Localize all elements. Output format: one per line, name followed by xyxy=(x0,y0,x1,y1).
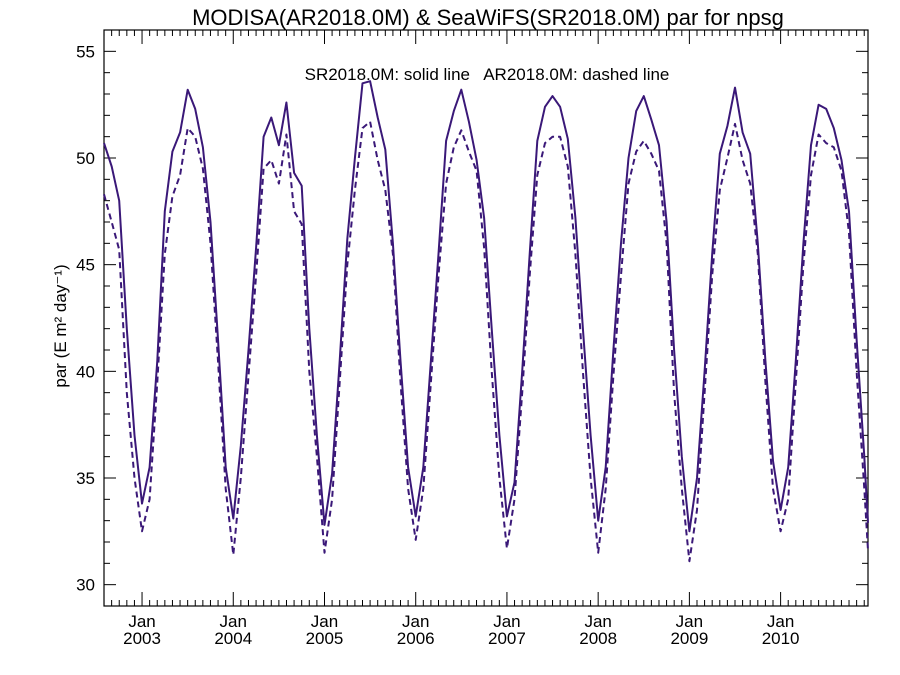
x-axis-ticks: Jan2003Jan2004Jan2005Jan2006Jan2007Jan20… xyxy=(103,30,865,648)
x-tick-month-label: Jan xyxy=(311,612,338,631)
x-tick-month-label: Jan xyxy=(128,612,155,631)
x-tick-month-label: Jan xyxy=(767,612,794,631)
y-tick-label: 55 xyxy=(76,42,95,61)
series-lines xyxy=(103,80,869,563)
y-tick-label: 35 xyxy=(76,469,95,488)
plot-frame xyxy=(103,29,869,607)
y-tick-label: 30 xyxy=(76,576,95,595)
x-tick-year-label: 2008 xyxy=(579,629,617,648)
y-tick-label: 40 xyxy=(76,362,95,381)
y-axis-ticks: 30 35 40 45 50 55 xyxy=(76,29,868,607)
x-tick-month-label: Jan xyxy=(402,612,429,631)
y-tick-label: 50 xyxy=(76,149,95,168)
x-tick-year-label: 2009 xyxy=(670,629,708,648)
x-tick-month-label: Jan xyxy=(220,612,247,631)
y-tick-label: 45 xyxy=(76,256,95,275)
x-tick-month-label: Jan xyxy=(676,612,703,631)
x-tick-year-label: 2004 xyxy=(214,629,252,648)
x-tick-year-label: 2003 xyxy=(123,629,161,648)
x-tick-month-label: Jan xyxy=(584,612,611,631)
series-line-sr2018-0m xyxy=(103,80,869,533)
series-line-ar2018-0m xyxy=(103,120,869,563)
x-tick-year-label: 2007 xyxy=(488,629,526,648)
line-style-annotation: SR2018.0M: solid line AR2018.0M: dashed … xyxy=(305,65,670,84)
x-tick-year-label: 2010 xyxy=(762,629,800,648)
x-tick-year-label: 2005 xyxy=(306,629,344,648)
y-axis-label: par (E m² day⁻¹) xyxy=(51,264,70,387)
chart-title: MODISA(AR2018.0M) & SeaWiFS(SR2018.0M) p… xyxy=(192,5,784,30)
x-tick-month-label: Jan xyxy=(493,612,520,631)
x-tick-year-label: 2006 xyxy=(397,629,435,648)
